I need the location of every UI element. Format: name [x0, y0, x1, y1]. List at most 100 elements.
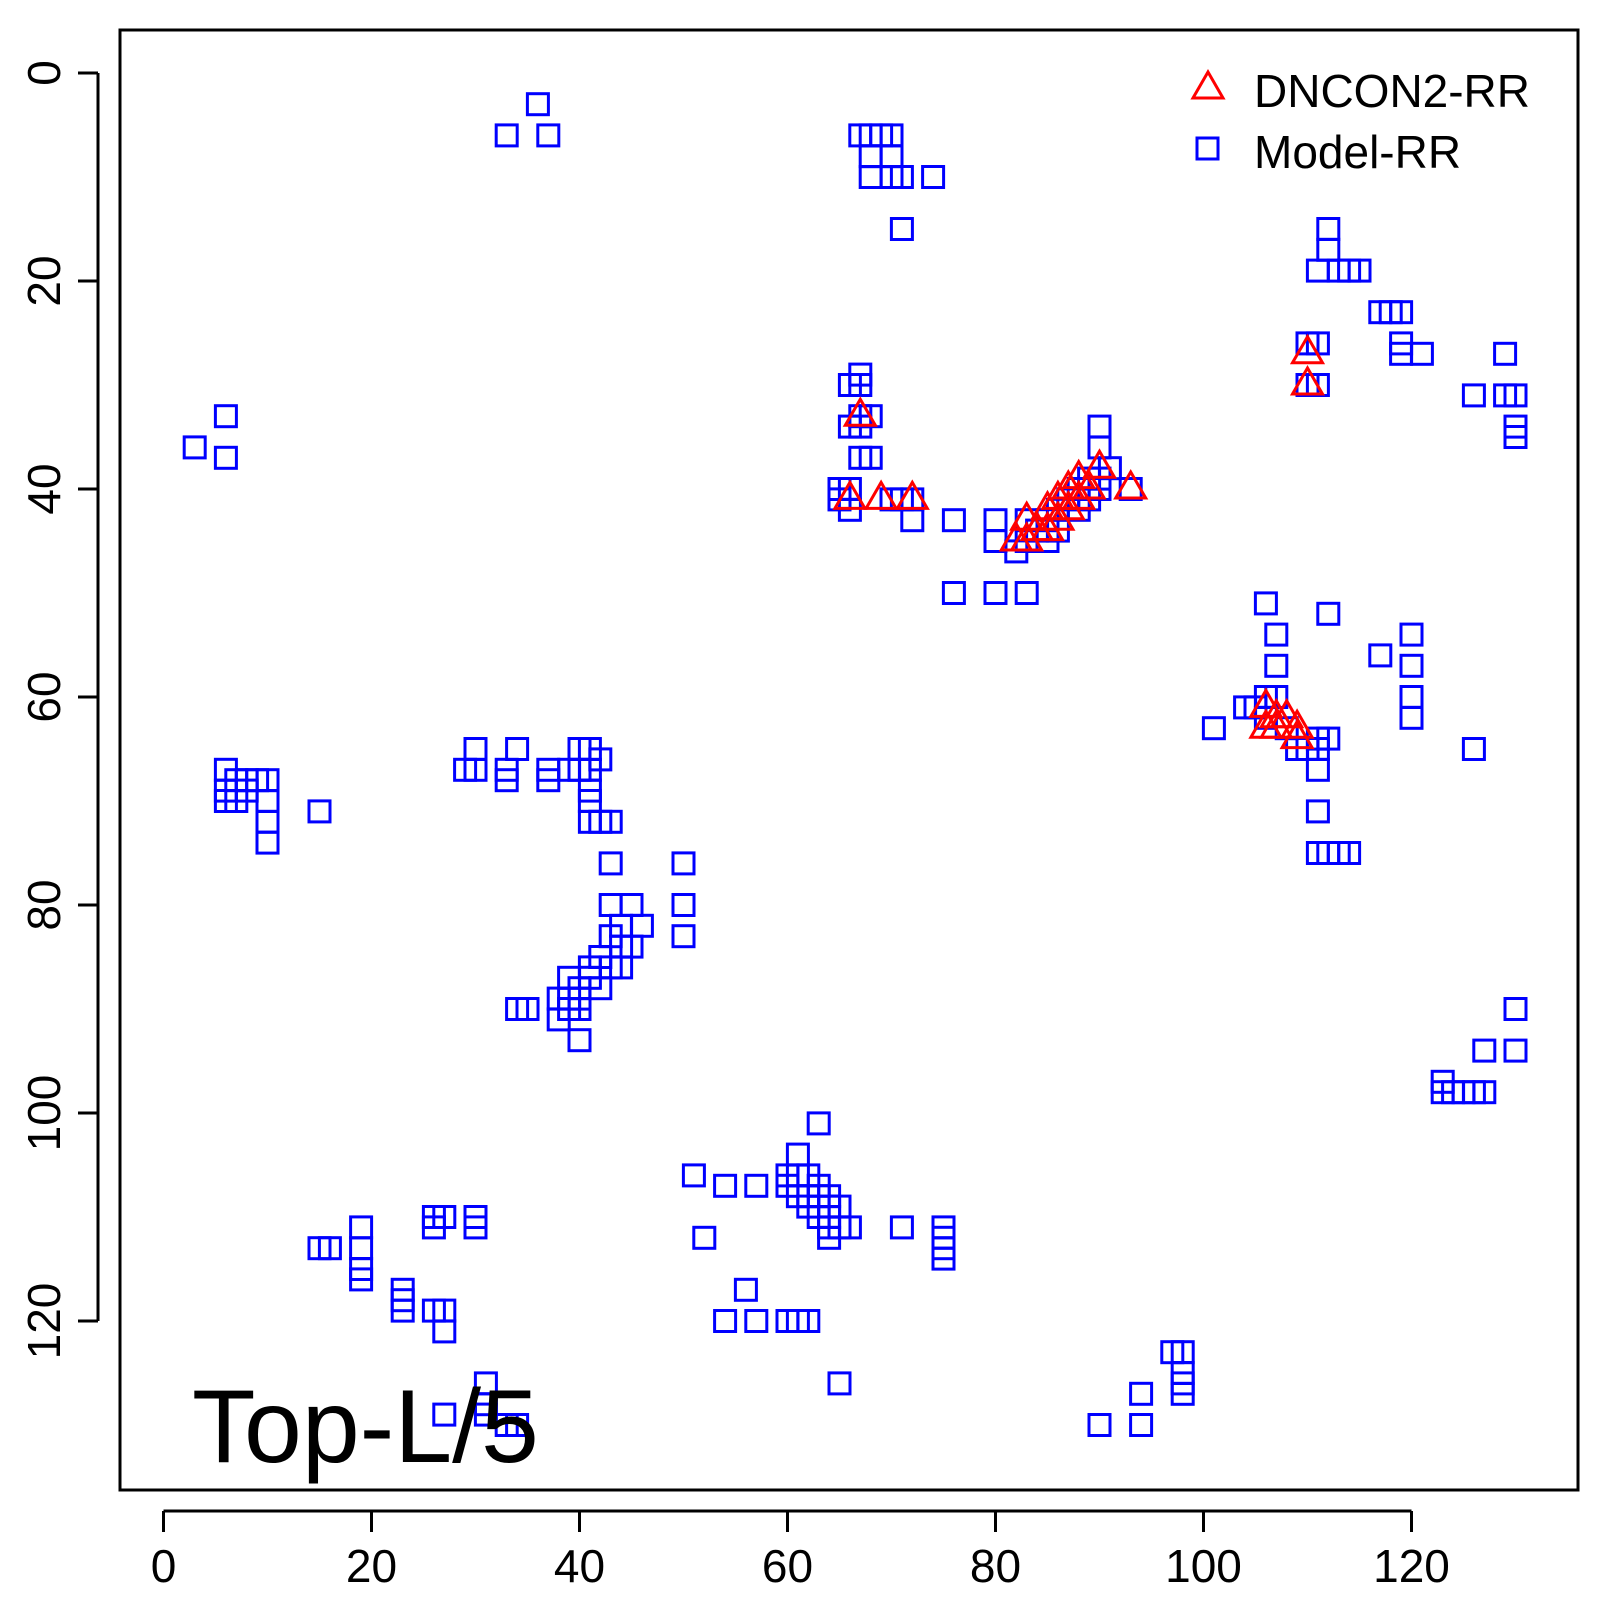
dncon2-rr-point [832, 479, 868, 510]
model-rr-point [317, 1236, 342, 1261]
model-rr-point [848, 362, 873, 387]
model-rr-point [733, 1277, 758, 1302]
dncon2-rr-point [1061, 479, 1097, 510]
model-rr-point [827, 1371, 852, 1396]
model-rr-point [1399, 622, 1424, 647]
model-rr-point [1389, 300, 1414, 325]
x-tick-label: 80 [970, 1540, 1021, 1592]
model-rr-point [889, 165, 914, 189]
dncon2-rr-point [1289, 364, 1326, 396]
model-rr-point [629, 913, 654, 938]
x-tick-label: 20 [346, 1540, 397, 1592]
dncon2-rr-point [1071, 468, 1107, 500]
model-rr-point [349, 1215, 374, 1240]
model-rr-point [1316, 601, 1341, 626]
model-rr-point [796, 1309, 821, 1333]
model-rr-point [1316, 237, 1341, 262]
model-rr-point [494, 768, 519, 793]
model-rr-point [785, 1142, 810, 1167]
model-rr-point [744, 1309, 769, 1333]
model-rr-point [1129, 1381, 1154, 1406]
model-rr-point [598, 893, 623, 917]
dncon2-rr-point [1248, 708, 1284, 739]
y-tick-label: 60 [18, 671, 70, 722]
dncon2-rr-point [863, 479, 899, 510]
y-tick-label: 80 [18, 879, 70, 930]
x-tick-label: 40 [554, 1540, 605, 1592]
model-rr-point [681, 1163, 706, 1188]
model-rr-point [1087, 435, 1112, 460]
model-rr-point [1087, 414, 1112, 439]
dncon2-rr-point [894, 479, 930, 510]
model-rr-point [941, 581, 966, 605]
model-rr-point [1461, 737, 1486, 761]
model-rr-point [567, 1028, 592, 1053]
model-rr-point [1305, 757, 1330, 782]
model-rr-point [983, 508, 1008, 533]
model-rr-point [889, 217, 914, 241]
model-rr-point [588, 747, 613, 772]
dncon2-rr-point [1050, 489, 1086, 521]
model-rr-point [463, 757, 488, 782]
model-rr-point [432, 1319, 457, 1344]
model-rr-point [525, 92, 550, 117]
model-rr-point [1264, 653, 1289, 678]
model-rr-point [515, 997, 540, 1021]
model-rr-point [421, 1215, 446, 1240]
dncon2-rr-point [1040, 500, 1076, 531]
model-rr-point [941, 508, 966, 533]
plot-frame [118, 28, 1580, 1492]
model-rr-point [255, 789, 280, 813]
model-rr-point [1399, 653, 1424, 678]
model-rr-point [598, 851, 623, 876]
dncon2-rr-point [1081, 448, 1118, 479]
model-rr-point [1129, 1413, 1154, 1437]
top-l5-annotation: Top-L/5 [192, 1369, 539, 1485]
model-rr-point [1461, 383, 1486, 408]
y-tick-label: 40 [18, 463, 70, 514]
legend-label-model-rr: Model-RR [1254, 126, 1461, 178]
model-rr-point [921, 165, 946, 189]
x-tick-label: 100 [1165, 1540, 1242, 1592]
model-rr-point [505, 1413, 530, 1437]
y-tick-label: 20 [18, 255, 70, 306]
model-rr-point [1316, 217, 1341, 241]
model-rr-point [1253, 591, 1278, 616]
y-tick-label: 100 [18, 1075, 70, 1152]
model-rr-point [1201, 716, 1226, 741]
x-axis: 0 20 40 60 80 100 120 [151, 1509, 1450, 1592]
model-rr-point [1264, 622, 1289, 647]
model-rr-point [879, 144, 904, 169]
legend-marker-dncon2-rr [1190, 68, 1226, 100]
model-rr-point [567, 997, 592, 1021]
model-rr-point [349, 1267, 374, 1292]
model-rr-point [619, 893, 644, 917]
model-rr-point [432, 1402, 457, 1427]
model-rr-series [182, 92, 1528, 1437]
model-rr-point [505, 737, 530, 761]
x-tick-label: 60 [762, 1540, 813, 1592]
model-rr-point [983, 581, 1008, 605]
y-tick-label: 0 [18, 60, 70, 86]
model-rr-point [858, 445, 883, 470]
model-rr-point [744, 1173, 769, 1198]
model-rr-point [1087, 1413, 1112, 1437]
legend: DNCON2-RR Model-RR [1190, 65, 1530, 178]
model-rr-point [494, 123, 519, 148]
legend-marker-model-rr [1195, 136, 1220, 161]
model-rr-point [1493, 341, 1518, 366]
model-rr-point [1347, 258, 1372, 283]
model-rr-point [536, 123, 561, 148]
y-tick-label: 120 [18, 1283, 70, 1360]
model-rr-point [255, 809, 280, 834]
model-rr-point [1503, 383, 1528, 408]
model-rr-point [889, 1215, 914, 1240]
model-rr-point [1399, 685, 1424, 709]
model-rr-point [213, 445, 238, 470]
legend-label-dncon2-rr: DNCON2-RR [1254, 65, 1530, 117]
dncon2-rr-point [1113, 468, 1149, 500]
dncon2-rr-point [1289, 333, 1326, 365]
model-rr-point [1503, 1038, 1528, 1063]
model-rr-point [837, 1215, 862, 1240]
x-tick-label: 0 [151, 1540, 177, 1592]
